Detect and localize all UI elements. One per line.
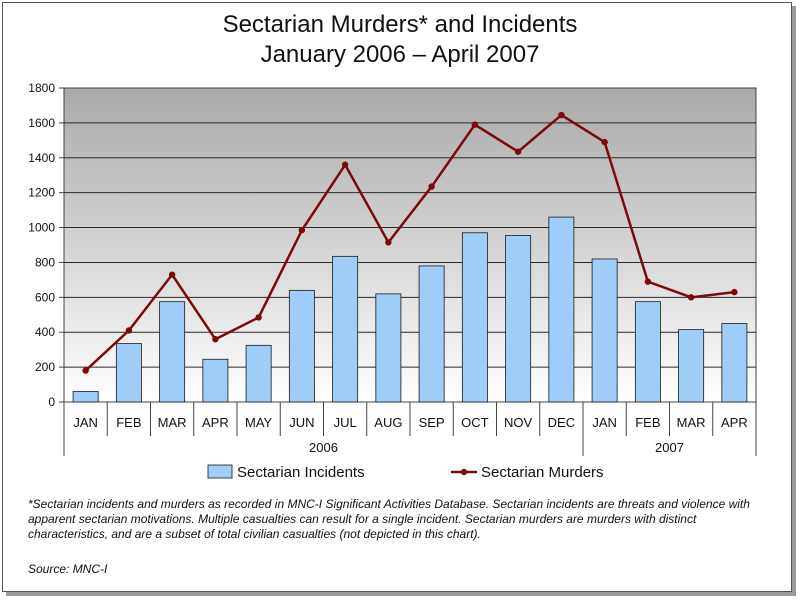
x-tick-label: SEP xyxy=(419,415,445,430)
murders-point-0 xyxy=(82,367,89,374)
murders-point-6 xyxy=(341,161,349,168)
bar-jan-0 xyxy=(72,391,99,403)
murders-point-15 xyxy=(731,288,738,296)
y-tick-label: 1600 xyxy=(28,116,55,130)
bar-jan-12 xyxy=(591,258,618,403)
murders-point-4 xyxy=(255,314,262,321)
y-tick-label: 800 xyxy=(35,255,55,269)
x-group-label: 2006 xyxy=(309,440,338,455)
chart-title-line-1: Sectarian Murders* and Incidents xyxy=(222,11,578,38)
bar-nov-10 xyxy=(505,235,532,403)
murders-point-5 xyxy=(298,226,306,234)
bar-may-4 xyxy=(245,344,272,403)
bar-apr-3 xyxy=(202,358,229,403)
x-tick-label: OCT xyxy=(461,415,489,430)
bar-aug-7 xyxy=(375,293,402,403)
bar-feb-13 xyxy=(634,301,661,403)
legend: Sectarian Incidents Sectarian Murders xyxy=(207,464,604,481)
y-tick-label: 1200 xyxy=(28,186,55,200)
x-tick-label: MAR xyxy=(677,415,706,430)
x-group-label: 2007 xyxy=(655,440,684,455)
x-tick-label: DEC xyxy=(548,415,575,430)
murders-point-9 xyxy=(471,121,479,128)
x-axis: JAN FEB MAR APR MAY JUN JUL AUG SEP OCT NOV DEC JAN F… xyxy=(63,402,757,456)
murders-point-3 xyxy=(212,336,219,343)
bar-oct-9 xyxy=(461,232,488,403)
x-tick-label: JAN xyxy=(592,415,617,430)
x-tick-label: JUN xyxy=(289,415,314,430)
y-axis-ticks: 0 200 400 600 800 1000 1200 1400 1600 1800 xyxy=(28,81,64,409)
bar-feb-1 xyxy=(115,343,142,403)
chart-title-line-2: January 2006 – April 2007 xyxy=(260,41,540,68)
legend-marker-murders xyxy=(460,468,468,476)
legend-label-murders: Sectarian Murders xyxy=(481,464,604,481)
y-tick-label: 0 xyxy=(48,395,55,409)
bar-mar-14 xyxy=(678,329,705,403)
legend-swatch-incidents xyxy=(207,464,233,479)
murders-point-8 xyxy=(428,183,435,190)
murders-line xyxy=(84,113,735,372)
murders-point-11 xyxy=(558,111,565,119)
x-tick-label: FEB xyxy=(635,415,660,430)
x-tick-label: MAR xyxy=(158,415,187,430)
legend-label-incidents: Sectarian Incidents xyxy=(237,464,365,481)
bar-jul-6 xyxy=(332,255,359,403)
y-tick-label: 1800 xyxy=(28,81,55,95)
bar-mar-2 xyxy=(159,301,186,403)
murders-point-10 xyxy=(514,148,522,155)
murders-point-12 xyxy=(601,138,608,146)
murders-point-7 xyxy=(385,239,392,246)
murders-point-13 xyxy=(644,278,652,285)
y-tick-label: 200 xyxy=(35,360,55,374)
bar-apr-15 xyxy=(721,323,748,403)
bar-series xyxy=(72,216,748,403)
x-tick-label: JAN xyxy=(73,415,98,430)
footnote: *Sectarian incidents and murders as reco… xyxy=(28,497,750,541)
y-tick-label: 1000 xyxy=(28,221,55,235)
x-tick-label: MAY xyxy=(245,415,273,430)
bar-sep-8 xyxy=(418,265,445,403)
bar-jun-5 xyxy=(288,289,315,403)
bar-dec-11 xyxy=(548,216,575,403)
x-tick-label: FEB xyxy=(116,415,141,430)
x-tick-label: AUG xyxy=(374,415,402,430)
line-series xyxy=(82,111,738,374)
y-tick-label: 400 xyxy=(35,325,55,339)
x-tick-label: NOV xyxy=(504,415,533,430)
chart-title: Sectarian Murders* and Incidents January… xyxy=(0,10,800,70)
murders-point-14 xyxy=(687,294,695,301)
y-tick-label: 1400 xyxy=(28,151,55,165)
y-tick-label: 600 xyxy=(35,290,55,304)
x-tick-label: APR xyxy=(202,415,229,430)
source-note: Source: MNC-I xyxy=(28,562,108,576)
x-tick-label: APR xyxy=(721,415,748,430)
x-tick-label: JUL xyxy=(334,415,357,430)
murders-point-2 xyxy=(168,271,176,278)
murders-point-1 xyxy=(125,327,133,334)
